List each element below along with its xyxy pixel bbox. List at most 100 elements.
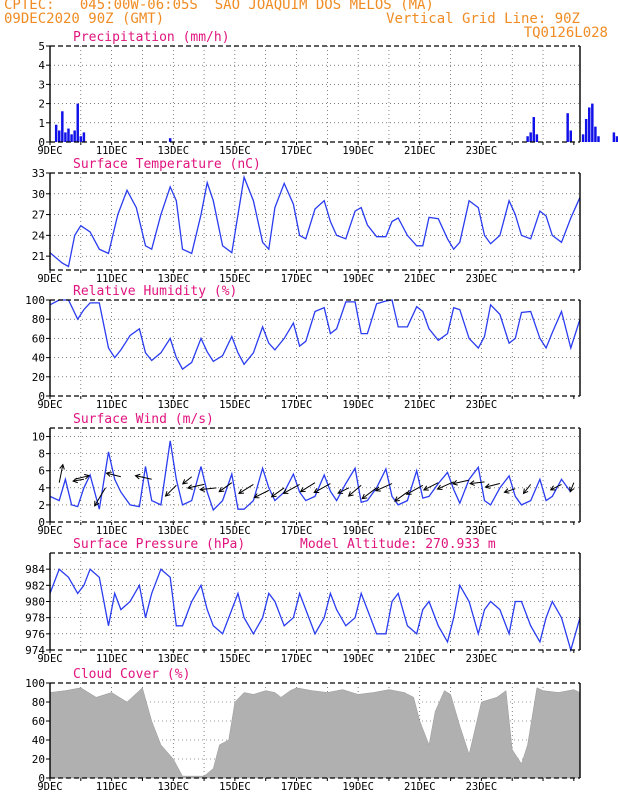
wind-arrow-head <box>84 473 91 480</box>
y-tick-label: 976 <box>25 628 45 641</box>
wind-arrow <box>423 482 439 491</box>
precip-bar <box>76 103 79 142</box>
precip-bar <box>597 136 600 142</box>
x-tick-label: 11DEC <box>96 525 128 537</box>
x-tick-label: 17DEC <box>281 781 313 793</box>
precip-bar <box>64 132 67 142</box>
wind-arrow-head <box>313 488 320 494</box>
wind-arrow <box>313 483 331 493</box>
y-tick-label: 6 <box>38 465 45 478</box>
precip-bar <box>58 130 61 142</box>
wind-arrow-head <box>451 480 458 486</box>
x-tick-label: 17DEC <box>281 525 313 537</box>
x-tick-label: 11DEC <box>96 781 128 793</box>
wind-arrow-head <box>94 500 100 507</box>
x-tick-label: 15DEC <box>219 273 251 285</box>
wind-arrow <box>504 488 516 493</box>
x-tick-label: 23DEC <box>466 273 498 285</box>
wind-arrow <box>74 475 90 480</box>
wind-arrow-head <box>134 473 141 480</box>
x-tick-label: 11DEC <box>96 399 128 411</box>
precip-bar <box>569 130 572 142</box>
x-tick-label: 21DEC <box>404 273 436 285</box>
wind-arrow-head <box>72 477 78 484</box>
model-code: TQ0126L028 <box>523 25 608 41</box>
wind-arrow <box>569 482 575 492</box>
panel-3-series-line <box>49 440 572 512</box>
y-tick-label: 984 <box>25 563 45 576</box>
precip-bar <box>581 134 585 142</box>
wind-arrow-head <box>199 486 206 492</box>
y-tick-label: 40 <box>32 352 45 365</box>
x-tick-label: 11DEC <box>96 653 128 665</box>
y-tick-label: 21 <box>32 250 45 263</box>
y-tick-label: 4 <box>38 59 45 72</box>
x-tick-label: 23DEC <box>466 145 498 157</box>
x-tick-label: 23DEC <box>466 653 498 665</box>
x-tick-label: 19DEC <box>342 273 374 285</box>
x-tick-label: 19DEC <box>342 781 374 793</box>
wind-arrow <box>58 464 64 483</box>
wind-arrow <box>470 481 485 485</box>
precip-bar <box>615 136 618 142</box>
x-tick-label: 9DEC <box>37 525 62 537</box>
wind-arrow <box>165 484 177 497</box>
wind-arrow-head <box>503 488 510 494</box>
x-tick-label: 23DEC <box>466 525 498 537</box>
wind-arrow-head <box>374 486 381 492</box>
y-tick-label: 0 <box>38 390 45 403</box>
wind-arrow <box>550 483 562 491</box>
wind-arrow <box>135 475 152 480</box>
wind-arrow-head <box>299 487 306 493</box>
precip-bar <box>588 107 591 142</box>
wind-arrow-head <box>181 479 188 485</box>
wind-arrow-head <box>218 486 225 493</box>
y-tick-label: 60 <box>32 715 45 728</box>
vertical-grid-note: Vertical Grid Line: 90Z <box>386 11 580 27</box>
wind-arrow-head <box>282 488 289 494</box>
x-tick-label: 13DEC <box>157 525 189 537</box>
y-tick-label: 0 <box>38 772 45 785</box>
x-tick-label: 21DEC <box>404 399 436 411</box>
panel-0-title: Precipitation (mm/h) <box>73 30 230 45</box>
wind-arrow-head <box>253 493 260 499</box>
x-tick-label: 9DEC <box>37 399 62 411</box>
y-tick-label: 2 <box>38 499 45 512</box>
x-tick-label: 23DEC <box>466 399 498 411</box>
wind-arrow-head <box>337 488 344 494</box>
wind-arrow-head <box>522 488 529 495</box>
precip-bar <box>591 103 594 142</box>
x-tick-label: 17DEC <box>281 145 313 157</box>
y-tick-label: 980 <box>25 596 45 609</box>
precip-bar <box>566 113 569 142</box>
y-tick-label: 4 <box>38 482 45 495</box>
y-tick-label: 24 <box>32 229 46 242</box>
y-tick-label: 20 <box>32 753 45 766</box>
wind-arrow <box>73 478 84 482</box>
x-tick-label: 13DEC <box>157 273 189 285</box>
x-tick-label: 13DEC <box>157 653 189 665</box>
x-tick-label: 19DEC <box>342 399 374 411</box>
x-tick-label: 17DEC <box>281 273 313 285</box>
y-tick-label: 0 <box>38 136 45 149</box>
precip-bar <box>526 136 529 142</box>
y-tick-label: 80 <box>32 696 45 709</box>
wind-arrow <box>271 487 285 498</box>
y-tick-label: 982 <box>25 579 45 592</box>
x-tick-label: 21DEC <box>404 653 436 665</box>
precip-bar <box>82 132 86 142</box>
wind-arrow-head <box>347 491 354 497</box>
wind-arrow-head <box>186 484 193 490</box>
wind-arrow <box>200 487 217 491</box>
wind-arrow-head <box>105 471 112 477</box>
wind-arrow <box>406 484 424 495</box>
y-tick-label: 10 <box>32 431 45 444</box>
y-tick-label: 100 <box>25 294 45 307</box>
station-title: CPTEC: 045:00W-06:05S SAO JOAQUIM DOS ME… <box>4 0 434 13</box>
x-tick-label: 21DEC <box>404 145 436 157</box>
y-tick-label: 1 <box>38 117 45 130</box>
wind-arrow <box>187 483 205 489</box>
precip-bar <box>529 132 532 142</box>
panel-1-series-line <box>49 174 581 268</box>
